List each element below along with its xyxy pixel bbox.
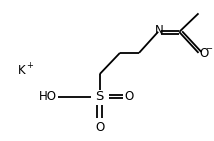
Text: O: O	[125, 90, 134, 103]
Text: S: S	[96, 90, 104, 103]
Text: HO: HO	[39, 90, 57, 103]
Text: K: K	[17, 64, 25, 77]
Text: +: +	[26, 61, 33, 70]
Text: O: O	[95, 121, 104, 134]
Text: −: −	[205, 44, 213, 53]
Text: N: N	[155, 24, 164, 37]
Text: O: O	[200, 47, 209, 60]
